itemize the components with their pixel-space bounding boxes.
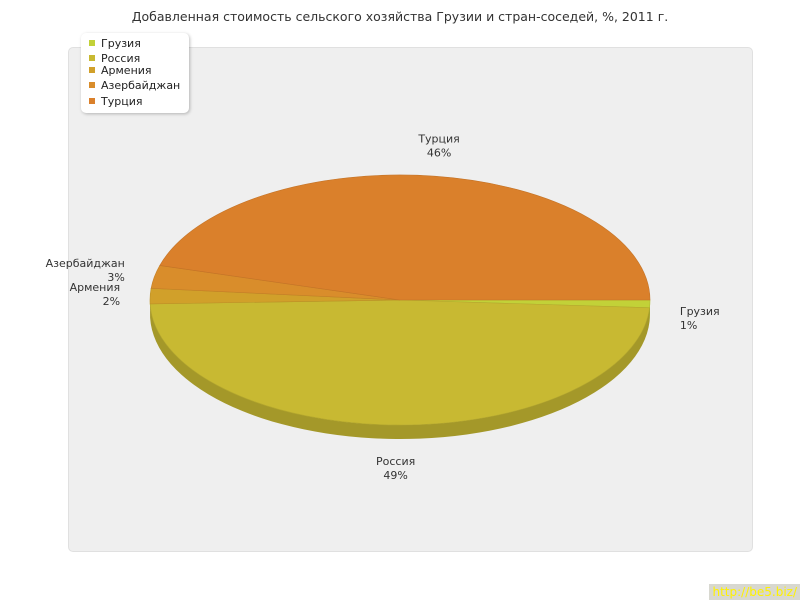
pie-slices [149,174,651,426]
slice-label: Россия [376,455,415,468]
legend-label: Россия [101,52,141,65]
pie-slice-Россия[interactable] [149,299,650,426]
legend-item-armenia[interactable]: Армения [89,64,152,78]
legend-item-azerbaijan[interactable]: Азербайджан [89,79,180,93]
chart-title: Добавленная стоимость сельского хозяйств… [131,9,669,24]
slice-label: Азербайджан [46,257,125,270]
slice-percent-label: 49% [383,469,407,482]
legend-swatch [89,67,95,73]
slice-label: Турция [417,133,459,146]
legend-label: Турция [101,95,143,108]
legend-item-georgia[interactable]: Грузия [89,37,141,51]
legend-label: Армения [101,64,152,77]
legend-item-russia[interactable]: Россия [89,52,140,66]
legend: Грузия Россия Армения Азербайджан Турция [81,33,189,113]
legend-swatch [89,55,95,61]
legend-swatch [89,40,95,46]
slice-percent-label: 1% [680,319,697,332]
slice-percent-label: 3% [107,271,124,284]
legend-label: Грузия [101,37,141,50]
slice-label: Армения [70,281,121,294]
slice-percent-label: 46% [427,147,451,160]
legend-swatch [89,98,95,104]
slice-label: Грузия [680,305,720,318]
legend-swatch [89,82,95,88]
watermark: http://be5.biz/ [709,584,800,600]
pie-slice-Турция[interactable] [159,174,651,301]
legend-item-turkey[interactable]: Турция [89,95,142,109]
slice-percent-label: 2% [103,295,120,308]
legend-label: Азербайджан [101,79,181,92]
